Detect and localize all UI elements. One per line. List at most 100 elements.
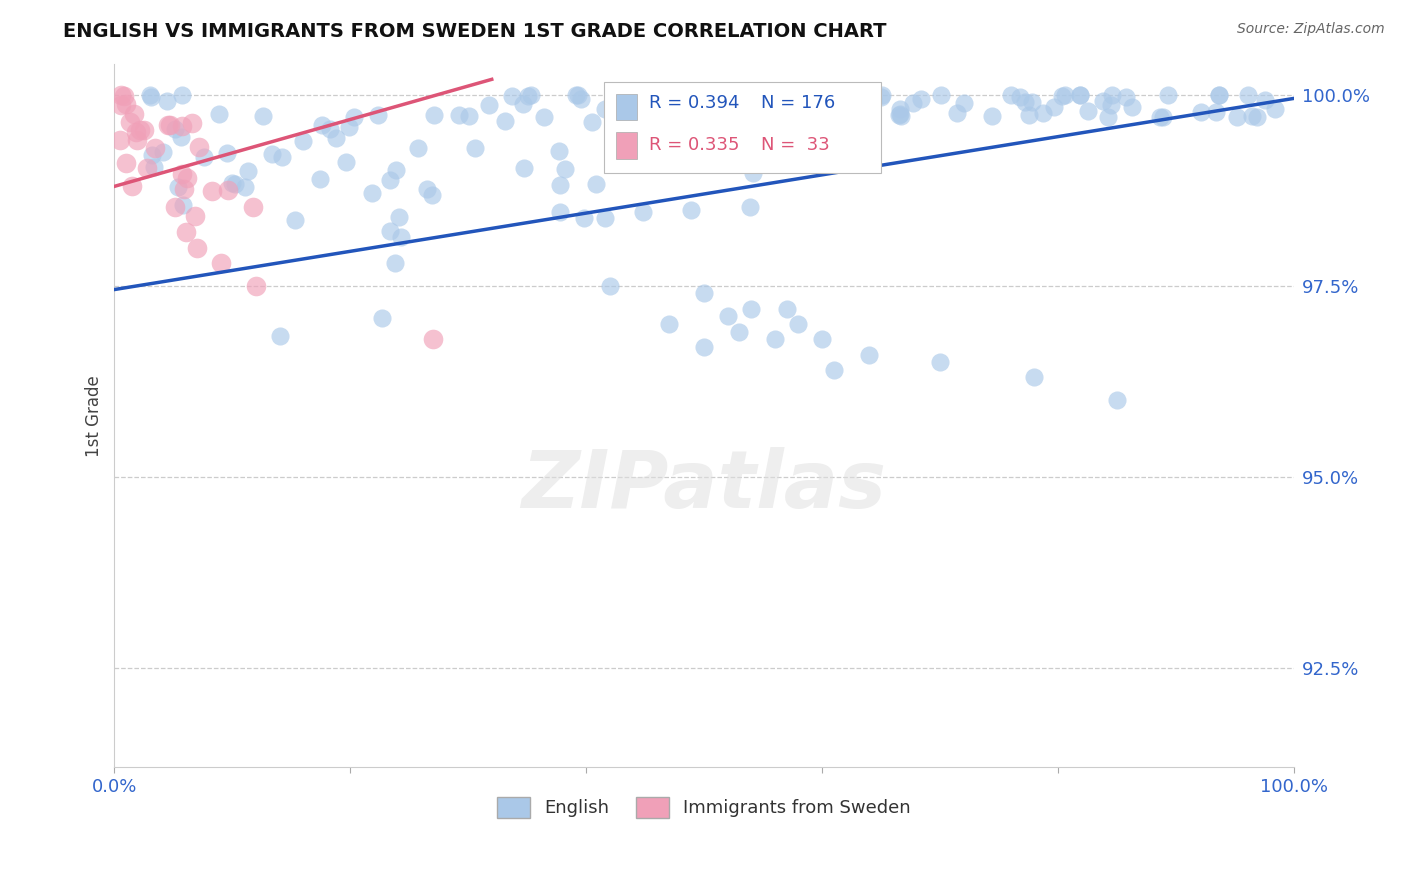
Point [458, 109, 481, 123]
Point [367, 108, 389, 122]
Point [728, 325, 751, 339]
Point [780, 97, 803, 112]
Point [1157, 87, 1180, 102]
Point [242, 200, 264, 214]
Point [823, 363, 845, 377]
Point [388, 210, 411, 224]
Point [1014, 95, 1036, 109]
Point [170, 119, 193, 133]
Point [740, 301, 762, 316]
Point [811, 332, 834, 346]
Point [201, 184, 224, 198]
Point [1101, 87, 1123, 102]
Point [762, 104, 785, 119]
Point [740, 200, 762, 214]
Point [157, 118, 180, 132]
Point [585, 178, 607, 192]
Point [513, 161, 536, 175]
Point [626, 103, 648, 118]
Point [1069, 87, 1091, 102]
Point [724, 110, 747, 124]
Point [516, 88, 538, 103]
Point [641, 138, 664, 153]
Legend: English, Immigrants from Sweden: English, Immigrants from Sweden [489, 789, 918, 825]
Point [1226, 111, 1249, 125]
Y-axis label: 1st Grade: 1st Grade [86, 375, 103, 457]
Point [741, 166, 763, 180]
Point [139, 89, 162, 103]
Point [180, 116, 202, 130]
Point [651, 100, 673, 114]
Point [1208, 88, 1230, 103]
Point [118, 115, 141, 129]
Point [633, 204, 655, 219]
Point [159, 118, 181, 132]
Point [1241, 109, 1264, 123]
Point [761, 149, 783, 163]
Point [245, 278, 267, 293]
Point [763, 332, 786, 346]
Point [858, 347, 880, 361]
Point [1069, 87, 1091, 102]
Point [1010, 90, 1032, 104]
Point [1097, 110, 1119, 124]
Point [1032, 106, 1054, 120]
Point [260, 146, 283, 161]
Point [221, 177, 243, 191]
Point [270, 150, 292, 164]
Point [647, 94, 669, 108]
Text: Source: ZipAtlas.com: Source: ZipAtlas.com [1237, 22, 1385, 37]
Point [188, 140, 211, 154]
Point [420, 188, 443, 202]
Point [870, 87, 893, 102]
Point [520, 87, 543, 102]
Point [797, 87, 820, 102]
Point [862, 93, 884, 107]
Point [599, 278, 621, 293]
Point [1050, 88, 1073, 103]
Point [494, 114, 516, 128]
Point [711, 87, 734, 102]
Point [233, 179, 256, 194]
Point [501, 89, 523, 103]
Point [765, 105, 787, 120]
Point [167, 180, 190, 194]
Point [1237, 87, 1260, 102]
Text: N =  33: N = 33 [761, 136, 830, 154]
Point [772, 87, 794, 102]
Point [174, 225, 197, 239]
Point [360, 186, 382, 200]
Point [112, 89, 135, 103]
Text: ENGLISH VS IMMIGRANTS FROM SWEDEN 1ST GRADE CORRELATION CHART: ENGLISH VS IMMIGRANTS FROM SWEDEN 1ST GR… [63, 22, 887, 41]
Point [827, 87, 849, 102]
Point [170, 87, 193, 102]
Point [423, 108, 446, 122]
Point [547, 145, 569, 159]
Point [1149, 110, 1171, 124]
Point [173, 182, 195, 196]
Point [284, 213, 307, 227]
Point [163, 122, 186, 136]
Bar [603, 82, 882, 173]
Point [1018, 108, 1040, 122]
Point [716, 310, 738, 324]
Point [422, 332, 444, 346]
Point [478, 97, 501, 112]
Point [565, 87, 588, 102]
Point [170, 167, 193, 181]
Point [1042, 99, 1064, 113]
Point [128, 123, 150, 137]
Point [1152, 110, 1174, 124]
Point [800, 107, 823, 121]
Point [176, 171, 198, 186]
Point [115, 97, 138, 112]
Point [143, 141, 166, 155]
Point [1115, 90, 1137, 104]
Point [685, 102, 707, 116]
Point [869, 90, 891, 104]
Point [1205, 105, 1227, 120]
Point [567, 87, 589, 102]
Point [1021, 95, 1043, 109]
Point [110, 87, 132, 102]
Point [606, 90, 628, 104]
